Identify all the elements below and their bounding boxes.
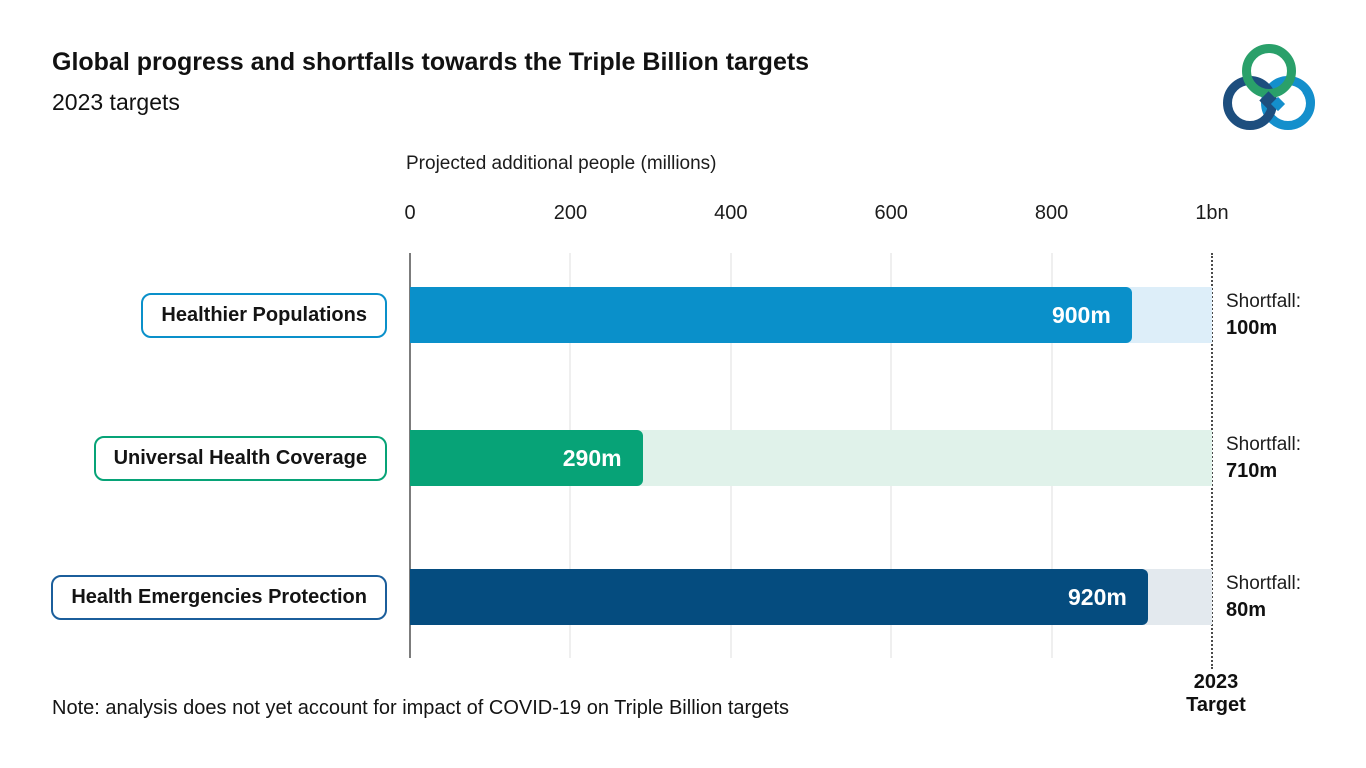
shortfall-prefix: Shortfall: — [1226, 573, 1301, 594]
shortfall-prefix: Shortfall: — [1226, 434, 1301, 455]
bar-value-label: 920m — [1068, 583, 1127, 610]
category-label: Healthier Populations — [141, 292, 387, 338]
x-tick-label: 1bn — [1195, 202, 1229, 224]
category-label-wrap: Universal Health Coverage — [40, 430, 387, 486]
category-label: Health Emergencies Protection — [51, 574, 387, 620]
shortfall-block: Shortfall: 710m — [1226, 430, 1366, 486]
target-caption-line1: 2023 — [1193, 671, 1239, 693]
x-tick-label: 800 — [1034, 202, 1069, 224]
shortfall-block: Shortfall: 100m — [1226, 287, 1366, 343]
page-subtitle: 2023 targets — [52, 89, 180, 115]
category-label: Universal Health Coverage — [93, 435, 387, 481]
x-tick-label: 0 — [404, 202, 416, 224]
progress-bar: 920m — [410, 569, 1148, 625]
target-dotted-line — [1211, 253, 1213, 669]
x-tick-label: 200 — [553, 202, 588, 224]
shortfall-value: 710m — [1226, 460, 1278, 482]
category-label-wrap: Healthier Populations — [40, 287, 387, 343]
shortfall-block: Shortfall: 80m — [1226, 569, 1366, 625]
x-tick-label: 400 — [714, 202, 748, 224]
page-title: Global progress and shortfalls towards t… — [52, 48, 810, 76]
x-tick-label: 600 — [874, 202, 908, 224]
target-caption-line2: Target — [1186, 694, 1246, 716]
shortfall-value: 80m — [1226, 599, 1267, 621]
bar-value-label: 900m — [1051, 301, 1111, 328]
bar-value-label: 290m — [562, 444, 622, 471]
shortfall-prefix: Shortfall: — [1226, 291, 1301, 312]
shortfall-value: 100m — [1226, 317, 1278, 339]
footnote: Note: analysis does not yet account for … — [52, 697, 790, 719]
triple-billion-logo-icon — [1223, 44, 1315, 130]
category-label-wrap: Health Emergencies Protection — [40, 569, 387, 625]
target-caption: 2023 Target — [1156, 671, 1276, 717]
progress-bar: 290m — [410, 430, 643, 486]
progress-bar: 900m — [410, 287, 1132, 343]
x-axis-title: Projected additional people (millions) — [406, 153, 717, 174]
